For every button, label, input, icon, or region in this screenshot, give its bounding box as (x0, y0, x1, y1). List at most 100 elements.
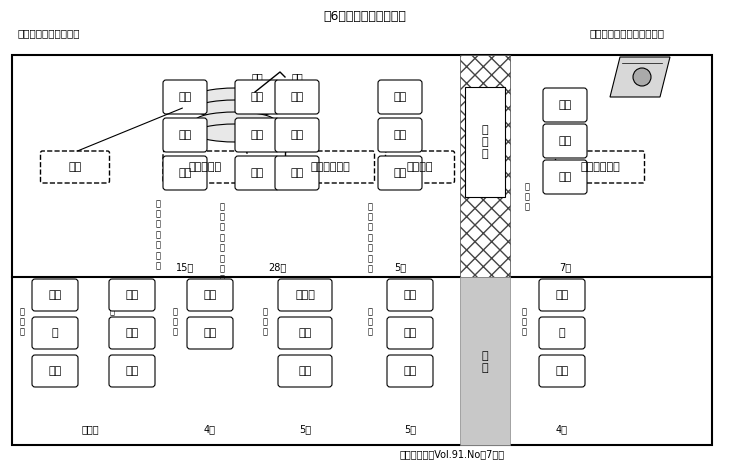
FancyBboxPatch shape (109, 355, 155, 387)
Text: 柏原: 柏原 (556, 290, 569, 300)
Text: 電気: 電気 (251, 72, 263, 82)
Text: 下位: 下位 (404, 366, 417, 376)
Text: 堤: 堤 (52, 328, 58, 338)
FancyBboxPatch shape (32, 279, 78, 311)
FancyBboxPatch shape (187, 317, 233, 349)
FancyBboxPatch shape (539, 279, 585, 311)
FancyBboxPatch shape (285, 151, 374, 183)
Text: 機械: 機械 (291, 72, 303, 82)
FancyBboxPatch shape (387, 279, 433, 311)
Text: 原: 原 (558, 328, 565, 338)
Text: 第
一
部: 第 一 部 (110, 307, 115, 337)
Text: 平野: 平野 (299, 328, 312, 338)
Text: 内田: 内田 (556, 366, 569, 376)
FancyBboxPatch shape (32, 317, 78, 349)
Text: １２名: １２名 (81, 424, 99, 434)
Text: 加茂: 加茂 (48, 366, 61, 376)
Text: 内藤: 内藤 (291, 130, 304, 140)
Text: 記
憶
装
置
設
計
部: 記 憶 装 置 設 計 部 (367, 202, 372, 273)
Text: サーボ・メカ: サーボ・メカ (310, 162, 350, 172)
Text: 磁気ディスク開発分担: 磁気ディスク開発分担 (18, 28, 80, 38)
Text: 第
七
部: 第 七 部 (20, 307, 25, 337)
Text: 宮崎: 宮崎 (178, 92, 191, 102)
Text: 図6　開発組織分析の例: 図6 開発組織分析の例 (323, 10, 407, 23)
Text: 5名: 5名 (394, 262, 406, 272)
Text: 5名: 5名 (404, 424, 416, 434)
Text: 高橋: 高橋 (250, 130, 264, 140)
Text: 森山: 森山 (291, 168, 304, 178)
FancyBboxPatch shape (235, 118, 279, 152)
Text: サーボ・メカ: サーボ・メカ (580, 162, 620, 172)
FancyBboxPatch shape (109, 317, 155, 349)
Text: 阿部: 阿部 (404, 328, 417, 338)
Text: 5名: 5名 (299, 424, 311, 434)
FancyBboxPatch shape (387, 355, 433, 387)
FancyBboxPatch shape (275, 118, 319, 152)
Ellipse shape (195, 124, 275, 142)
Text: 読み／書き: 読み／書き (188, 162, 222, 172)
FancyBboxPatch shape (235, 156, 279, 190)
FancyBboxPatch shape (163, 156, 207, 190)
FancyBboxPatch shape (539, 317, 585, 349)
Text: デ
ィ
ス
ク
装
置
設
計
部: デ ィ ス ク 装 置 設 計 部 (220, 202, 225, 294)
Ellipse shape (195, 112, 275, 130)
Text: 石川: 石川 (393, 130, 407, 140)
Text: 4名: 4名 (204, 424, 216, 434)
Text: 角田: 角田 (126, 290, 139, 300)
Text: 小
田
原: 小 田 原 (482, 126, 488, 159)
Bar (460, 277, 510, 445)
Text: 15名: 15名 (176, 262, 194, 272)
Text: 長島: 長島 (404, 290, 417, 300)
Text: 28名: 28名 (268, 262, 286, 272)
Text: 中
研: 中 研 (482, 351, 488, 373)
Text: 中越: 中越 (250, 168, 264, 178)
FancyBboxPatch shape (556, 151, 645, 183)
Text: 制
御
回
路
設
計
部: 制 御 回 路 設 計 部 (155, 199, 161, 270)
Text: 西村: 西村 (291, 92, 304, 102)
Text: 遠山: 遠山 (393, 168, 407, 178)
Text: 福家: 福家 (126, 366, 139, 376)
FancyBboxPatch shape (163, 80, 207, 114)
Ellipse shape (633, 68, 651, 86)
FancyBboxPatch shape (163, 151, 247, 183)
Text: 第
六
部: 第 六 部 (172, 307, 177, 337)
FancyBboxPatch shape (32, 355, 78, 387)
FancyBboxPatch shape (378, 80, 422, 114)
Text: 千葉: 千葉 (126, 328, 139, 338)
Bar (465, 87, 505, 197)
Text: 唐鎌: 唐鎌 (250, 92, 264, 102)
Text: 阿井: 阿井 (204, 328, 217, 338)
FancyBboxPatch shape (275, 156, 319, 190)
Text: 青井: 青井 (48, 290, 61, 300)
FancyBboxPatch shape (543, 160, 587, 194)
FancyBboxPatch shape (40, 151, 110, 183)
Ellipse shape (195, 100, 275, 118)
Text: 倉根: 倉根 (393, 92, 407, 102)
FancyBboxPatch shape (235, 80, 279, 114)
FancyBboxPatch shape (109, 279, 155, 311)
FancyBboxPatch shape (385, 151, 455, 183)
FancyBboxPatch shape (378, 156, 422, 190)
FancyBboxPatch shape (163, 118, 207, 152)
Text: 第
七
部: 第 七 部 (367, 307, 372, 337)
Text: 喜田: 喜田 (204, 290, 217, 300)
Text: 雑誌「発明」Vol.91.No．7より: 雑誌「発明」Vol.91.No．7より (400, 449, 505, 459)
FancyBboxPatch shape (378, 118, 422, 152)
Text: 第
六
部: 第 六 部 (521, 307, 526, 337)
Bar (460, 55, 510, 277)
Polygon shape (610, 57, 670, 97)
Text: 渡辺: 渡辺 (558, 172, 572, 182)
FancyBboxPatch shape (539, 355, 585, 387)
Bar (12, 55, 712, 445)
Text: 第
七
部: 第 七 部 (263, 307, 267, 337)
FancyBboxPatch shape (543, 88, 587, 122)
Text: 長井: 長井 (558, 100, 572, 110)
FancyBboxPatch shape (278, 355, 332, 387)
Text: 下矢: 下矢 (558, 136, 572, 146)
FancyBboxPatch shape (278, 279, 332, 311)
Text: 開
発
部: 開 発 部 (524, 182, 529, 212)
FancyBboxPatch shape (278, 317, 332, 349)
Text: システム: システム (407, 162, 433, 172)
Text: 川久保: 川久保 (295, 290, 315, 300)
Text: 一場: 一場 (178, 130, 191, 140)
